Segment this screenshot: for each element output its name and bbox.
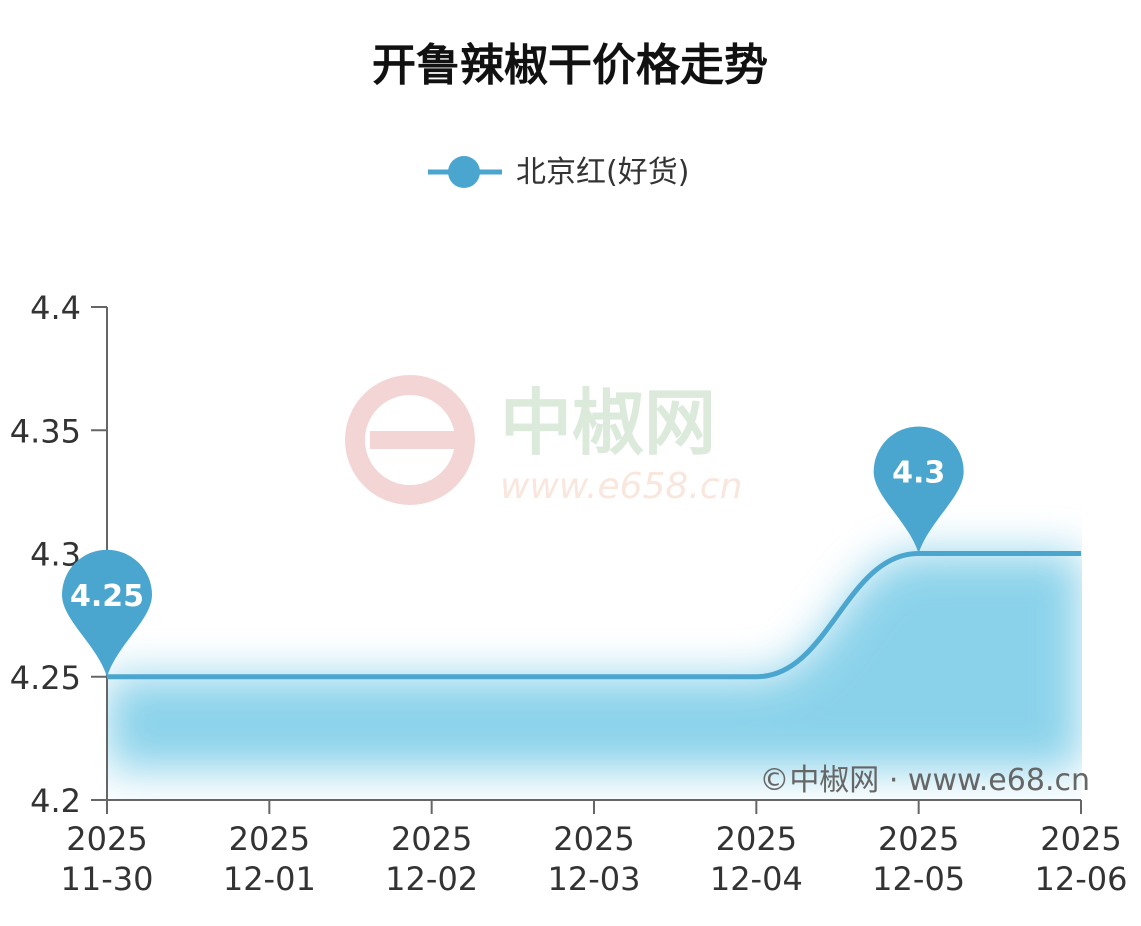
marker-label: 4.25	[70, 579, 144, 614]
x-tick-label: 12-02	[385, 860, 478, 898]
credit-text: ©中椒网 · www.e68.cn	[759, 763, 1090, 798]
legend[interactable]: 北京红(好货)	[428, 155, 689, 190]
legend-marker-icon	[448, 156, 480, 188]
y-tick-label: 4.35	[10, 412, 81, 450]
x-tick-label: 2025	[66, 820, 147, 858]
chart-title: 开鲁辣椒干价格走势	[372, 40, 768, 91]
y-tick-label: 4.25	[10, 659, 81, 697]
y-tick-label: 4.2	[30, 782, 81, 820]
x-tick-label: 12-04	[710, 860, 803, 898]
series-area	[107, 553, 1081, 770]
x-tick-label: 2025	[716, 820, 797, 858]
legend-label: 北京红(好货)	[516, 155, 689, 190]
marker-label: 4.3	[892, 456, 945, 491]
y-tick-label: 4.4	[30, 289, 81, 327]
marker-pin-shape	[873, 426, 964, 554]
marker-pin: 4.3	[873, 426, 964, 554]
marker-pin-shape	[62, 549, 152, 677]
x-tick-label: 11-30	[61, 860, 154, 898]
marker-pin: 4.25	[62, 549, 152, 677]
x-tick-label: 2025	[391, 820, 472, 858]
x-tick-label: 2025	[1040, 820, 1121, 858]
x-tick-label: 12-06	[1035, 860, 1128, 898]
x-tick-label: 2025	[553, 820, 634, 858]
x-tick-label: 12-03	[548, 860, 641, 898]
watermark-logo: 中椒网 www.e658.cn	[345, 375, 742, 507]
x-tick-label: 12-05	[872, 860, 965, 898]
x-tick-label: 2025	[229, 820, 310, 858]
x-tick-label: 2025	[878, 820, 959, 858]
svg-text:www.e658.cn: www.e658.cn	[500, 466, 742, 507]
x-tick-label: 12-01	[223, 860, 316, 898]
svg-text:中椒网: 中椒网	[500, 381, 716, 465]
